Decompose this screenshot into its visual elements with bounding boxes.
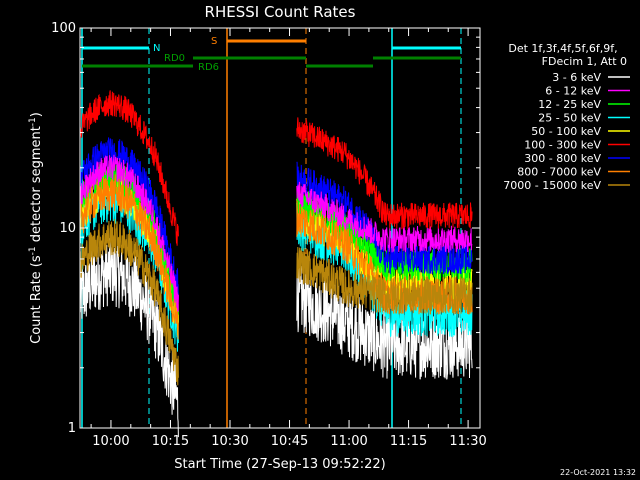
rd6-label: RD6 (198, 62, 219, 73)
x-tick-label: 10:15 (152, 434, 189, 449)
x-axis-label: Start Time (27-Sep-13 09:52:22) (174, 457, 385, 472)
saa-label: S (211, 36, 217, 47)
legend-label: 12 - 25 keV (538, 98, 601, 111)
chart-title: RHESSI Count Rates (205, 3, 356, 21)
legend-header-detectors: Det 1f,3f,4f,5f,6f,9f, (508, 42, 617, 55)
x-tick-label: 11:00 (330, 434, 367, 449)
rd0-label: RD0 (164, 53, 185, 64)
x-tick-label: 10:30 (211, 434, 248, 449)
axis-ticks: 10:00 10:15 10:30 10:45 11:00 11:15 11:30 1 10 10… (51, 21, 487, 449)
series-line (79, 174, 473, 340)
series-line (79, 154, 473, 312)
legend-label: 300 - 800 keV (524, 152, 601, 165)
x-tick-label: 10:00 (92, 434, 129, 449)
night-label: N (153, 43, 160, 54)
y-tick-label: 1 (68, 421, 76, 436)
legend-label: 3 - 6 keV (552, 71, 601, 84)
legend-label: 25 - 50 keV (538, 112, 601, 125)
legend-header-fdecim: FDecim 1, Att 0 (542, 55, 627, 68)
x-tick-label: 11:15 (390, 434, 427, 449)
legend-label: 800 - 7000 keV (517, 166, 601, 179)
footer-date: 22-Oct-2021 13:32 (560, 468, 636, 477)
series-line (79, 90, 473, 246)
y-tick-label: 100 (51, 21, 76, 36)
x-tick-label: 11:30 (449, 434, 486, 449)
y-axis-label: Count Rate (s-1 detector segment-1) (28, 112, 44, 344)
series-line (79, 218, 473, 386)
legend-label: 50 - 100 keV (531, 125, 601, 138)
legend-label: 7000 - 15000 keV (503, 179, 601, 192)
plot-area: N S RD0 RD6 (79, 28, 473, 438)
legend-label: 6 - 12 keV (545, 85, 601, 98)
legend-label: 100 - 300 keV (524, 139, 601, 152)
y-tick-label: 10 (59, 221, 76, 236)
x-tick-label: 10:45 (271, 434, 308, 449)
